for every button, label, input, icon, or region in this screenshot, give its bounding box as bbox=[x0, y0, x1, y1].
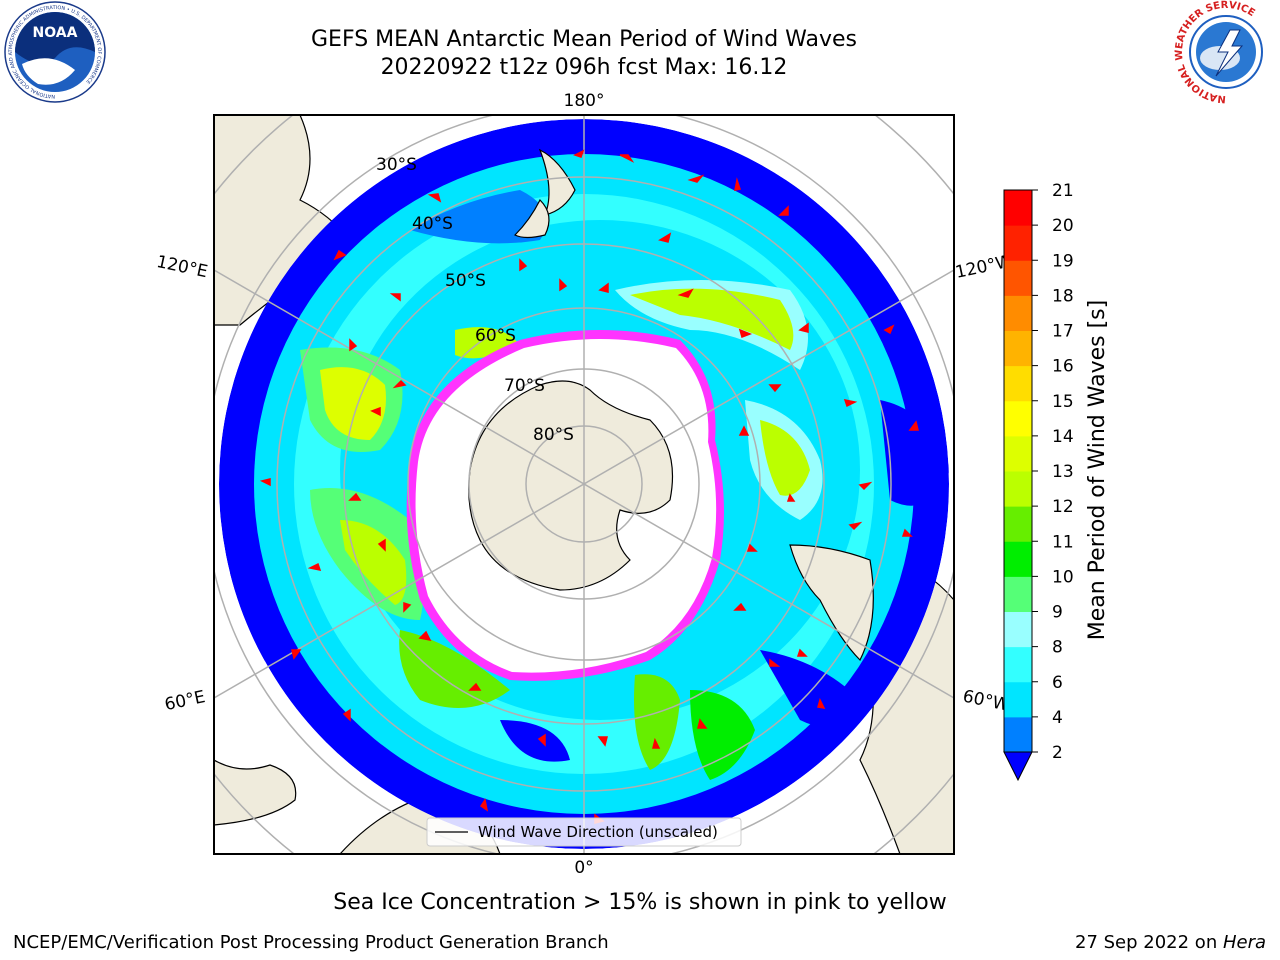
lat-label-50s: 50°S bbox=[445, 271, 486, 291]
noaa-logo: NOAA NATIONAL OCEANIC AND ATMOSPHERIC AD… bbox=[4, 1, 106, 103]
colorbar-segment bbox=[1004, 646, 1032, 683]
colorbar-segment bbox=[1004, 330, 1032, 367]
chart-subtitle-run: 20220922 t12z 096h fcst Max: 16.12 bbox=[380, 55, 788, 80]
map-legend: Wind Wave Direction (unscaled) bbox=[426, 817, 742, 847]
colorbar-tick-label: 10 bbox=[1052, 567, 1074, 587]
colorbar-segment bbox=[1004, 576, 1032, 612]
colorbar-tick-label: 4 bbox=[1052, 708, 1063, 728]
colorbar-segment bbox=[1004, 716, 1032, 753]
colorbar-tick-label: 18 bbox=[1052, 286, 1074, 306]
colorbar-segment bbox=[1004, 190, 1032, 226]
lat-label-40s: 40°S bbox=[412, 214, 453, 234]
footer-date-text: 27 Sep 2022 on bbox=[1075, 932, 1223, 953]
noaa-logo-text: NOAA bbox=[33, 25, 78, 41]
colorbar-tick-label: 14 bbox=[1052, 427, 1074, 447]
footer-date: 27 Sep 2022 on Hera bbox=[1075, 932, 1266, 953]
colorbar-segment bbox=[1004, 541, 1032, 577]
lon-label-0: 0° bbox=[574, 858, 593, 878]
nws-logo: NATIONAL WEATHER SERVICE bbox=[1174, 0, 1276, 104]
footer-branch: NCEP/EMC/Verification Post Processing Pr… bbox=[13, 932, 609, 953]
colorbar-tick-label: 19 bbox=[1052, 251, 1074, 271]
colorbar-segment bbox=[1004, 435, 1032, 472]
colorbar-segment bbox=[1004, 471, 1032, 507]
colorbar-segment bbox=[1004, 611, 1032, 648]
colorbar-tick-label: 20 bbox=[1052, 216, 1074, 236]
colorbar-tick-label: 11 bbox=[1052, 532, 1074, 552]
colorbar-segment bbox=[1004, 295, 1032, 331]
colorbar-segment bbox=[1004, 260, 1032, 296]
colorbar-tick-label: 16 bbox=[1052, 357, 1074, 377]
colorbar-segment bbox=[1004, 365, 1032, 402]
lon-label-180: 180° bbox=[564, 91, 605, 111]
colorbar-segment bbox=[1004, 506, 1032, 542]
sea-ice-note: Sea Ice Concentration > 15% is shown in … bbox=[333, 890, 947, 915]
colorbar-tick-label: 12 bbox=[1052, 497, 1074, 517]
land-inside-disc bbox=[513, 148, 874, 662]
colorbar-tick-label: 9 bbox=[1052, 603, 1063, 623]
lat-label-60s: 60°S bbox=[475, 326, 516, 346]
lat-label-30s: 30°S bbox=[376, 155, 417, 175]
footer-machine: Hera bbox=[1222, 932, 1266, 953]
colorbar-tick-label: 15 bbox=[1052, 392, 1074, 412]
colorbar-tick-label: 6 bbox=[1052, 673, 1063, 693]
colorbar-segment bbox=[1004, 681, 1032, 718]
map-panel: 30°S 40°S 50°S 60°S 70°S 80°S Wind Wave … bbox=[155, 91, 1110, 878]
chart-title: GEFS MEAN Antarctic Mean Period of Wind … bbox=[311, 27, 857, 52]
lat-label-80s: 80°S bbox=[533, 425, 574, 445]
colorbar-tick-label: 2 bbox=[1052, 743, 1063, 763]
colorbar-tick-label: 13 bbox=[1052, 462, 1074, 482]
latitude-labels: 30°S 40°S 50°S 60°S 70°S 80°S bbox=[376, 155, 574, 445]
colorbar-segment bbox=[1004, 400, 1032, 437]
colorbar-segment bbox=[1004, 225, 1032, 261]
colorbar-extend bbox=[1003, 751, 1033, 782]
legend-label: Wind Wave Direction (unscaled) bbox=[478, 823, 718, 841]
lon-label-120e: 120°E bbox=[155, 252, 210, 282]
wind-wave-arrows bbox=[259, 149, 919, 824]
lat-label-70s: 70°S bbox=[504, 376, 545, 396]
graticule bbox=[214, 115, 954, 854]
colorbar-label: Mean Period of Wind Waves [s] bbox=[1085, 300, 1110, 640]
map-frame bbox=[213, 114, 955, 855]
colorbar-tick-label: 21 bbox=[1052, 181, 1074, 201]
colorbar-tick-label: 17 bbox=[1052, 322, 1074, 342]
lon-label-60e: 60°E bbox=[163, 687, 207, 715]
colorbar: 2 4 6 8 9 10 11 12 13 14 15 16 17 18 19 20 21 bbox=[1003, 181, 1074, 782]
colorbar-tick-label: 8 bbox=[1052, 638, 1063, 658]
